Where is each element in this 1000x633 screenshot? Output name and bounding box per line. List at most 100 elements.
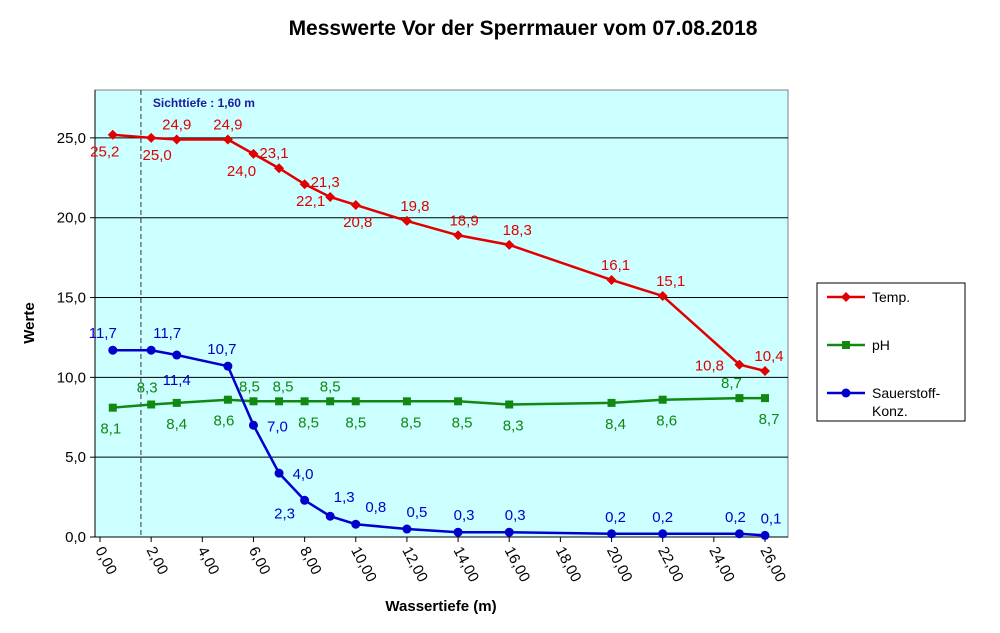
- data-point: [325, 191, 336, 202]
- data-point: [146, 345, 156, 355]
- data-label: 8,5: [298, 414, 319, 431]
- data-point: [453, 230, 464, 241]
- data-point: [275, 397, 284, 406]
- data-label: 0,2: [605, 509, 626, 526]
- data-point: [658, 395, 667, 404]
- legend-label: Konz.: [872, 403, 908, 419]
- data-point: [223, 395, 232, 404]
- x-tick-label: 16,00: [501, 544, 534, 585]
- data-point: [401, 215, 412, 226]
- data-label: 0,2: [652, 509, 673, 526]
- x-tick-label: 26,00: [756, 544, 789, 585]
- data-point: [108, 403, 117, 412]
- data-label: 20,8: [343, 214, 372, 231]
- data-label: 11,7: [89, 325, 117, 342]
- data-point: [454, 397, 463, 406]
- data-label: 8,6: [213, 413, 234, 430]
- x-tick-label: 22,00: [654, 544, 687, 585]
- data-label: 25,0: [143, 147, 172, 164]
- data-point: [658, 529, 668, 539]
- data-label: 8,5: [345, 414, 366, 431]
- y-tick-label: 25,0: [57, 130, 86, 147]
- data-label: 10,4: [754, 348, 783, 365]
- data-point: [108, 345, 118, 355]
- data-point: [299, 179, 310, 190]
- data-point: [607, 529, 617, 539]
- data-point: [146, 132, 157, 143]
- data-label: 16,1: [601, 257, 630, 274]
- data-point: [607, 398, 616, 407]
- data-point: [504, 239, 515, 250]
- data-point: [760, 530, 770, 540]
- data-point: [249, 397, 258, 406]
- chart-title: Messwerte Vor der Sperrmauer vom 07.08.2…: [289, 17, 758, 40]
- data-label: 8,5: [452, 414, 473, 431]
- x-tick-label: 2,00: [143, 544, 172, 578]
- legend-box: [816, 282, 966, 422]
- data-point: [657, 290, 668, 301]
- series-sauerstoff: 11,7 11,7 11,4 10,7 7,0 4,0 2,3 1,3 0,8 0,5 0,3 0,3…: [89, 325, 781, 540]
- data-label: 8,6: [656, 413, 677, 430]
- x-tick-label: 20,00: [603, 544, 636, 585]
- data-point: [223, 361, 233, 371]
- x-tick-label: 24,00: [705, 544, 738, 585]
- legend-label: Temp.: [872, 289, 910, 305]
- data-point: [300, 397, 309, 406]
- y-tick-label: 20,0: [57, 210, 86, 227]
- data-point: [274, 468, 284, 478]
- series-line: [112, 348, 766, 537]
- y-tick-label: 10,0: [57, 369, 86, 386]
- data-label: 22,1: [296, 193, 325, 210]
- sichttiefe-label: Sichttiefe : 1,60 m: [153, 96, 255, 110]
- x-tick-label: 0,00: [91, 544, 120, 578]
- data-point: [734, 359, 745, 370]
- data-label: 24,9: [213, 116, 242, 133]
- data-point: [147, 400, 156, 409]
- data-point: [107, 129, 118, 140]
- data-point: [172, 398, 181, 407]
- data-label: 1,3: [334, 489, 355, 506]
- data-point: [171, 134, 182, 145]
- data-point: [842, 341, 850, 349]
- series-line: [112, 133, 766, 373]
- legend-label: Sauerstoff-: [872, 385, 941, 401]
- data-point: [326, 397, 335, 406]
- series-ph: 8,1 8,3 8,4 8,6 8,5 8,5 8,5 8,5 8,5 8,5 8,5 8,3 8,4 8…: [100, 375, 779, 438]
- x-tick-label: 14,00: [450, 544, 483, 585]
- data-label: 8,5: [239, 378, 260, 395]
- data-label: 25,2: [90, 144, 119, 161]
- data-label: 0,3: [454, 507, 475, 524]
- legend-label: pH: [872, 337, 890, 353]
- data-label: 11,7: [153, 325, 181, 342]
- data-label: 19,8: [400, 198, 429, 215]
- x-tick-label: 12,00: [398, 544, 431, 585]
- data-label: 0,3: [505, 507, 526, 524]
- data-label: 11,4: [163, 372, 191, 389]
- data-label: 8,7: [721, 375, 742, 392]
- data-point: [841, 388, 851, 398]
- data-label: 8,5: [320, 378, 341, 395]
- data-point: [351, 519, 361, 529]
- data-label: 8,7: [759, 411, 780, 428]
- data-point: [402, 397, 411, 406]
- x-tick-label: 10,00: [347, 544, 380, 585]
- data-point: [841, 292, 851, 302]
- data-label: 10,7: [207, 341, 236, 358]
- data-point: [172, 350, 182, 360]
- data-point: [606, 274, 617, 285]
- data-label: 18,9: [449, 212, 478, 229]
- x-axis-title: Wassertiefe (m): [385, 598, 496, 615]
- data-point: [325, 511, 335, 521]
- data-label: 18,3: [503, 222, 532, 239]
- data-label: 15,1: [656, 273, 685, 290]
- data-label: 21,3: [311, 174, 340, 191]
- data-label: 7,0: [267, 418, 288, 435]
- data-label: 23,1: [259, 145, 288, 162]
- y-axis-title: Werte: [21, 302, 38, 343]
- data-point: [222, 134, 233, 145]
- data-label: 8,5: [273, 378, 294, 395]
- plot-background: [94, 89, 789, 538]
- data-label: 8,3: [137, 379, 158, 396]
- x-tick-label: 8,00: [296, 544, 325, 578]
